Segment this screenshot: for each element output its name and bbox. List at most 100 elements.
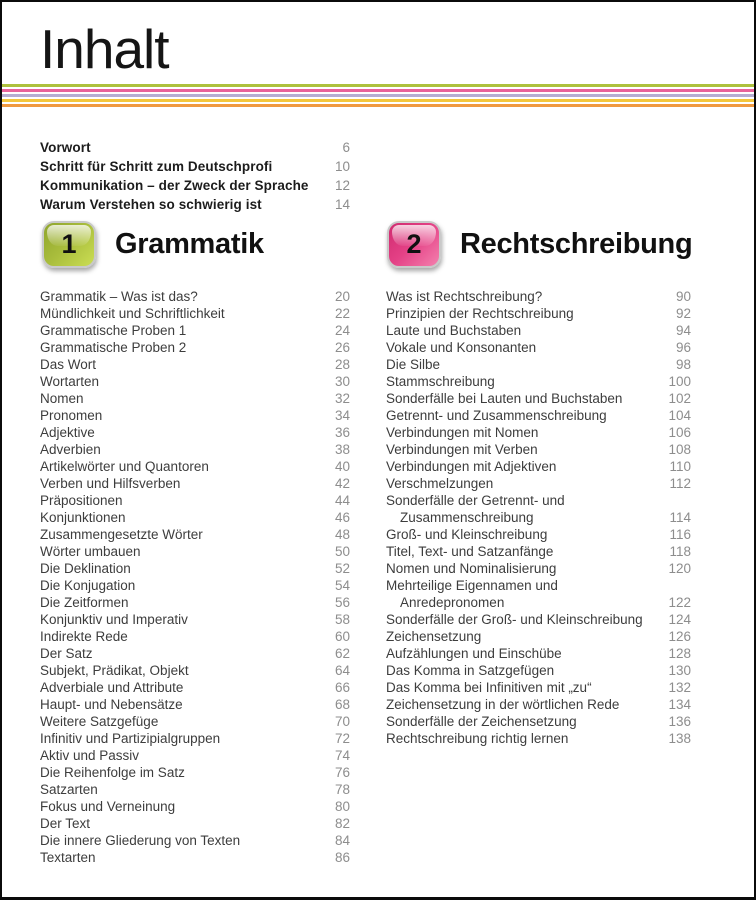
toc-entry-label: Mehrteilige Eigennamen und Anredepronomen xyxy=(386,578,558,610)
toc-entry-page-number: 102 xyxy=(668,391,691,406)
toc-row: Die Zeitformen 56 xyxy=(40,594,350,611)
toc-entry-page-number: 6 xyxy=(342,140,350,155)
toc-entry-page-number: 96 xyxy=(675,340,691,355)
toc-entry-label: Getrennt- und Zusammenschreibung xyxy=(386,408,607,423)
toc-entry-page-number: 62 xyxy=(334,646,350,661)
toc-entry-page-number: 40 xyxy=(334,459,350,474)
toc-entry-page-number: 36 xyxy=(334,425,350,440)
toc-entry-page-number: 30 xyxy=(334,374,350,389)
toc-entry-label: Konjunktiv und Imperativ xyxy=(40,612,188,627)
toc-row: Der Text 82 xyxy=(40,815,350,832)
toc-entry-label: Sonderfälle der Zeichensetzung xyxy=(386,714,577,729)
toc-entry-label: Nomen und Nominalisierung xyxy=(386,561,557,576)
stripe xyxy=(2,84,754,87)
toc-row: Schritt für Schritt zum Deutschprofi 10 xyxy=(40,157,350,176)
toc-entry-label: Titel, Text- und Satzanfänge xyxy=(386,544,554,559)
toc-row: Zeichensetzung in der wörtlichen Rede 134 xyxy=(386,696,691,713)
chapter-1-badge: 1 xyxy=(42,221,96,268)
toc-entry-label: Wörter umbauen xyxy=(40,544,141,559)
toc-entry-label: Weitere Satzgefüge xyxy=(40,714,159,729)
toc-entry-label: Pronomen xyxy=(40,408,103,423)
toc-entry-label: Groß- und Kleinschreibung xyxy=(386,527,548,542)
toc-row: Rechtschreibung richtig lernen 138 xyxy=(386,730,691,747)
toc-entry-label: Indirekte Rede xyxy=(40,629,128,644)
toc-entry-page-number: 110 xyxy=(669,459,691,474)
toc-entry-page-number: 114 xyxy=(669,510,691,525)
toc-entry-page-number: 50 xyxy=(334,544,350,559)
toc-entry-page-number: 136 xyxy=(668,714,691,729)
toc-entry-label: Prinzipien der Rechtschreibung xyxy=(386,306,574,321)
front-matter-list: Vorwort 6 Schritt für Schritt zum Deutschp… xyxy=(40,138,350,214)
toc-entry-label: Artikelwörter und Quantoren xyxy=(40,459,209,474)
toc-row: Verben und Hilfsverben 42 xyxy=(40,475,350,492)
toc-entry-page-number: 118 xyxy=(669,544,691,559)
toc-entry-label: Die Silbe xyxy=(386,357,441,372)
toc-entry-page-number: 112 xyxy=(669,476,691,491)
toc-row: Titel, Text- und Satzanfänge 118 xyxy=(386,543,691,560)
stripe xyxy=(2,104,754,107)
toc-row: Subjekt, Prädikat, Objekt 64 xyxy=(40,662,350,679)
toc-row: Was ist Rechtschreibung? 90 xyxy=(386,288,691,305)
toc-entry-page-number: 54 xyxy=(334,578,350,593)
toc-entry-label: Das Komma bei Infinitiven mit „zu“ xyxy=(386,680,592,695)
toc-entry-label: Fokus und Verneinung xyxy=(40,799,176,814)
toc-entry-label: Satzarten xyxy=(40,782,98,797)
toc-entry-page-number: 74 xyxy=(334,748,350,763)
toc-entry-page-number: 34 xyxy=(334,408,350,423)
toc-row: Verschmelzungen 112 xyxy=(386,475,691,492)
toc-entry-page-number: 122 xyxy=(668,595,691,610)
toc-row: Verbindungen mit Nomen 106 xyxy=(386,424,691,441)
toc-entry-page-number: 60 xyxy=(334,629,350,644)
toc-entry-page-number: 44 xyxy=(334,493,350,508)
toc-entry-label: Subjekt, Prädikat, Objekt xyxy=(40,663,189,678)
toc-row: Adverbiale und Attribute 66 xyxy=(40,679,350,696)
toc-entry-page-number: 78 xyxy=(334,782,350,797)
chapter-1-header: 1 Grammatik xyxy=(42,221,264,268)
toc-entry-label: Verben und Hilfsverben xyxy=(40,476,181,491)
toc-entry-page-number: 24 xyxy=(334,323,350,338)
toc-entry-label: Sonderfälle der Getrennt- und Zusammensch… xyxy=(386,493,565,525)
toc-entry-label: Textarten xyxy=(40,850,96,865)
toc-entry-page-number: 14 xyxy=(334,197,350,212)
toc-row: Stammschreibung 100 xyxy=(386,373,691,390)
toc-row: Verbindungen mit Adjektiven 110 xyxy=(386,458,691,475)
toc-entry-label: Infinitiv und Partizipialgruppen xyxy=(40,731,221,746)
toc-entry-page-number: 108 xyxy=(668,442,691,457)
toc-row: Die innere Gliederung von Texten 84 xyxy=(40,832,350,849)
toc-row: Warum Verstehen so schwierig ist 14 xyxy=(40,195,350,214)
toc-entry-page-number: 98 xyxy=(675,357,691,372)
toc-entry-page-number: 128 xyxy=(668,646,691,661)
toc-entry-label: Verbindungen mit Nomen xyxy=(386,425,539,440)
toc-entry-page-number: 132 xyxy=(668,680,691,695)
toc-entry-page-number: 32 xyxy=(334,391,350,406)
toc-row: Laute und Buchstaben 94 xyxy=(386,322,691,339)
toc-row: Adverbien 38 xyxy=(40,441,350,458)
toc-row: Vokale und Konsonanten 96 xyxy=(386,339,691,356)
toc-entry-label: Vokale und Konsonanten xyxy=(386,340,537,355)
toc-entry-label: Laute und Buchstaben xyxy=(386,323,522,338)
toc-entry-label: Aktiv und Passiv xyxy=(40,748,140,763)
toc-row: Groß- und Kleinschreibung 116 xyxy=(386,526,691,543)
chapter-1-number: 1 xyxy=(61,229,77,259)
toc-entry-page-number: 70 xyxy=(334,714,350,729)
toc-entry-page-number: 126 xyxy=(668,629,691,644)
toc-entry-page-number: 46 xyxy=(334,510,350,525)
chapter-2-number: 2 xyxy=(406,229,422,259)
toc-entry-label: Die Zeitformen xyxy=(40,595,129,610)
toc-entry-label: Zusammengesetzte Wörter xyxy=(40,527,203,542)
toc-row: Artikelwörter und Quantoren 40 xyxy=(40,458,350,475)
toc-row: Textarten 86 xyxy=(40,849,350,866)
toc-row: Sonderfälle bei Lauten und Buchstaben 102 xyxy=(386,390,691,407)
toc-row: Nomen und Nominalisierung 120 xyxy=(386,560,691,577)
toc-entry-label: Der Text xyxy=(40,816,91,831)
toc-entry-label: Verbindungen mit Adjektiven xyxy=(386,459,557,474)
toc-row: Zeichensetzung 126 xyxy=(386,628,691,645)
toc-row: Mündlichkeit und Schriftlichkeit 22 xyxy=(40,305,350,322)
toc-row: Prinzipien der Rechtschreibung 92 xyxy=(386,305,691,322)
toc-row: Getrennt- und Zusammenschreibung 104 xyxy=(386,407,691,424)
toc-row: Das Wort 28 xyxy=(40,356,350,373)
toc-entry-page-number: 80 xyxy=(334,799,350,814)
toc-entry-label: Das Komma in Satzgefügen xyxy=(386,663,555,678)
chapter-2-badge: 2 xyxy=(387,221,441,268)
